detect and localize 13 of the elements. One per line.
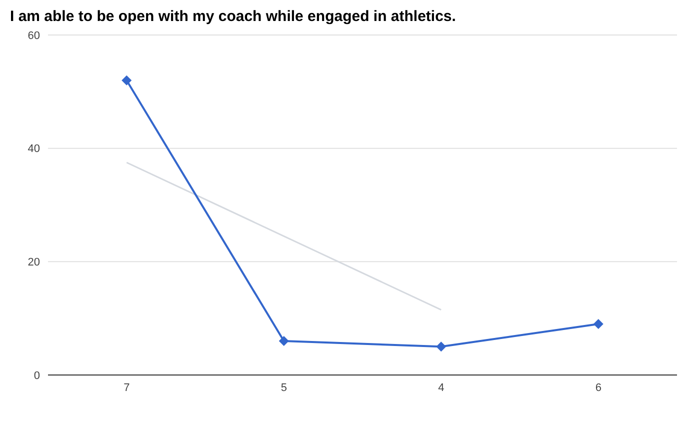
y-tick-label: 40 <box>28 143 40 156</box>
x-tick-label: 6 <box>595 382 602 394</box>
y-tick-label: 0 <box>34 370 40 382</box>
point <box>436 342 446 352</box>
x-tick-label: 5 <box>280 382 287 394</box>
x-tick-label: 7 <box>124 382 130 394</box>
point <box>278 336 289 346</box>
x-tick-label: 4 <box>438 382 444 394</box>
point <box>593 319 604 329</box>
point <box>122 75 132 86</box>
y-tick-label: 60 <box>28 30 40 42</box>
y-tick-label: 20 <box>28 256 40 269</box>
chart-title: I am able to be open with my coach while engaged in athletics. <box>10 8 457 25</box>
